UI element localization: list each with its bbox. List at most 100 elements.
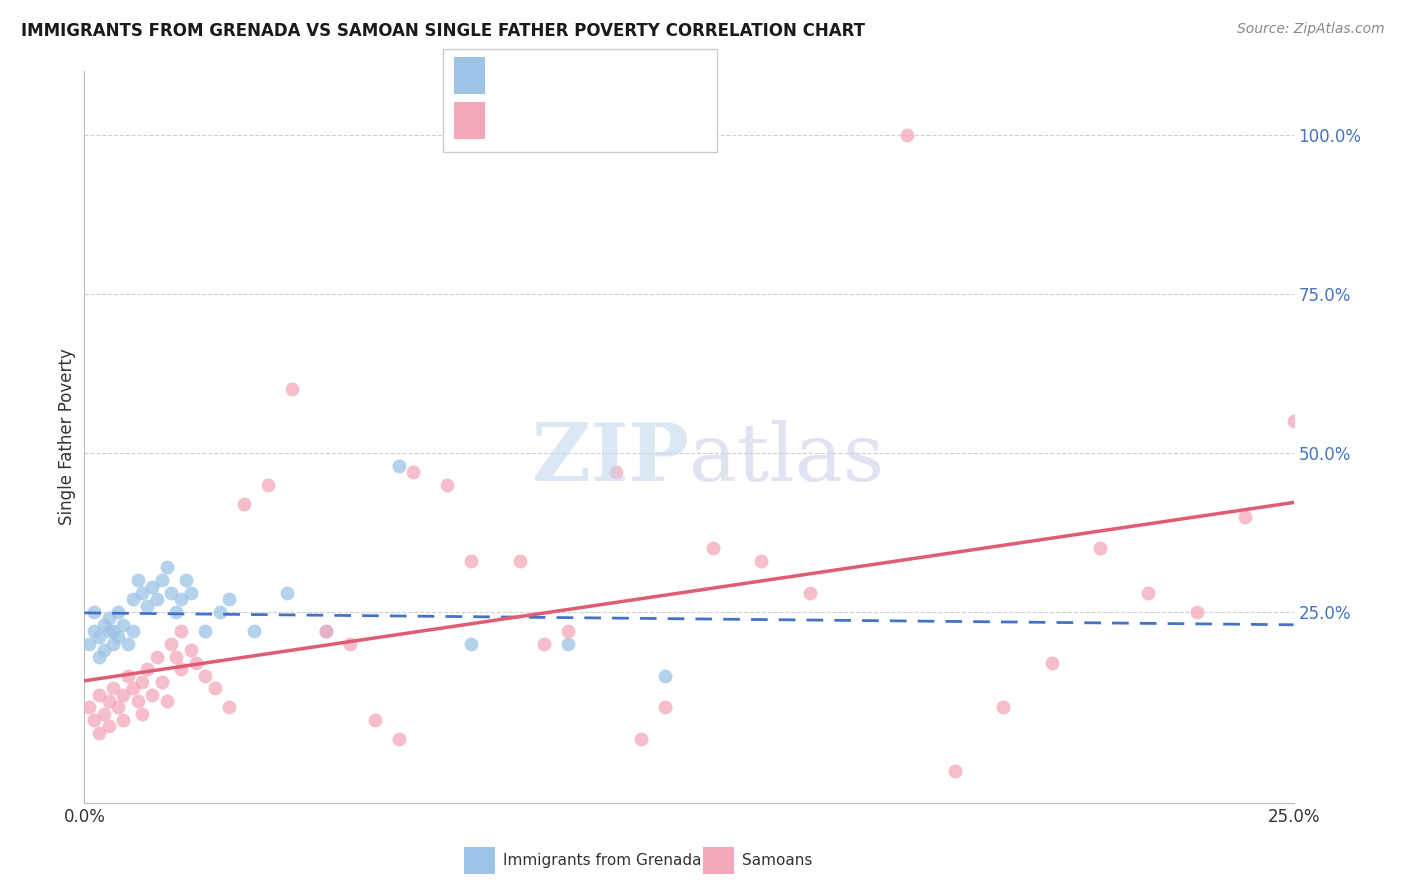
- Point: [194, 668, 217, 682]
- Y-axis label: Single Father Poverty: Single Father Poverty: [58, 349, 76, 525]
- Point: [654, 668, 676, 682]
- Text: N = 39: N = 39: [585, 67, 647, 85]
- Point: [509, 554, 531, 568]
- Point: [180, 586, 202, 600]
- Point: [208, 605, 231, 619]
- Point: [83, 713, 105, 727]
- Point: [751, 554, 773, 568]
- Point: [141, 688, 163, 702]
- Point: [117, 668, 139, 682]
- Point: [557, 637, 579, 651]
- Point: [233, 497, 256, 511]
- Point: [121, 624, 143, 638]
- Point: [107, 700, 129, 714]
- Point: [165, 649, 187, 664]
- Point: [112, 617, 135, 632]
- Point: [1137, 586, 1160, 600]
- Point: [131, 675, 153, 690]
- Point: [388, 458, 411, 473]
- Point: [155, 694, 177, 708]
- Point: [150, 675, 173, 690]
- Point: [460, 554, 482, 568]
- Point: [150, 573, 173, 587]
- Point: [242, 624, 264, 638]
- Point: [702, 541, 724, 556]
- Point: [174, 573, 197, 587]
- Point: [127, 694, 149, 708]
- Point: [107, 631, 129, 645]
- Point: [136, 662, 159, 676]
- Point: [146, 649, 169, 664]
- Point: [1185, 605, 1208, 619]
- Point: [87, 631, 110, 645]
- Point: [87, 649, 110, 664]
- Point: [204, 681, 226, 696]
- Point: [218, 592, 240, 607]
- Point: [276, 586, 298, 600]
- Text: Samoans: Samoans: [742, 854, 813, 868]
- Point: [87, 688, 110, 702]
- Point: [943, 764, 966, 778]
- Point: [194, 624, 217, 638]
- Point: [77, 700, 100, 714]
- Text: ZIP: ZIP: [531, 420, 689, 498]
- Text: IMMIGRANTS FROM GRENADA VS SAMOAN SINGLE FATHER POVERTY CORRELATION CHART: IMMIGRANTS FROM GRENADA VS SAMOAN SINGLE…: [21, 22, 865, 40]
- Point: [339, 637, 361, 651]
- Point: [315, 624, 337, 638]
- Point: [388, 732, 411, 747]
- Point: [533, 637, 555, 651]
- Point: [170, 662, 193, 676]
- Point: [654, 700, 676, 714]
- Point: [131, 706, 153, 721]
- Point: [799, 586, 821, 600]
- Point: [103, 681, 125, 696]
- Point: [1234, 509, 1257, 524]
- Point: [87, 726, 110, 740]
- Point: [363, 713, 385, 727]
- Point: [121, 592, 143, 607]
- Point: [121, 681, 143, 696]
- Point: [93, 706, 115, 721]
- Text: R =  0.479: R = 0.479: [494, 112, 582, 129]
- Text: Source: ZipAtlas.com: Source: ZipAtlas.com: [1237, 22, 1385, 37]
- Point: [131, 586, 153, 600]
- Point: [1040, 656, 1063, 670]
- Point: [436, 477, 458, 491]
- Point: [1282, 414, 1305, 428]
- Text: N = 58: N = 58: [585, 112, 647, 129]
- Text: R = -0.037: R = -0.037: [494, 67, 582, 85]
- Point: [170, 624, 193, 638]
- Point: [630, 732, 652, 747]
- Point: [155, 560, 177, 574]
- Point: [184, 656, 207, 670]
- Point: [97, 611, 120, 625]
- Point: [103, 637, 125, 651]
- Point: [93, 643, 115, 657]
- Point: [117, 637, 139, 651]
- Point: [180, 643, 202, 657]
- Point: [93, 617, 115, 632]
- Point: [97, 694, 120, 708]
- Point: [146, 592, 169, 607]
- Point: [1088, 541, 1111, 556]
- Point: [97, 719, 120, 733]
- Point: [170, 592, 193, 607]
- Point: [97, 624, 120, 638]
- Point: [83, 605, 105, 619]
- Point: [896, 128, 918, 142]
- Point: [103, 624, 125, 638]
- Point: [605, 465, 627, 479]
- Point: [557, 624, 579, 638]
- Point: [165, 605, 187, 619]
- Point: [281, 383, 304, 397]
- Point: [127, 573, 149, 587]
- Point: [160, 586, 183, 600]
- Point: [112, 713, 135, 727]
- Point: [315, 624, 337, 638]
- Point: [993, 700, 1015, 714]
- Point: [107, 605, 129, 619]
- Point: [112, 688, 135, 702]
- Point: [160, 637, 183, 651]
- Point: [77, 637, 100, 651]
- Point: [402, 465, 425, 479]
